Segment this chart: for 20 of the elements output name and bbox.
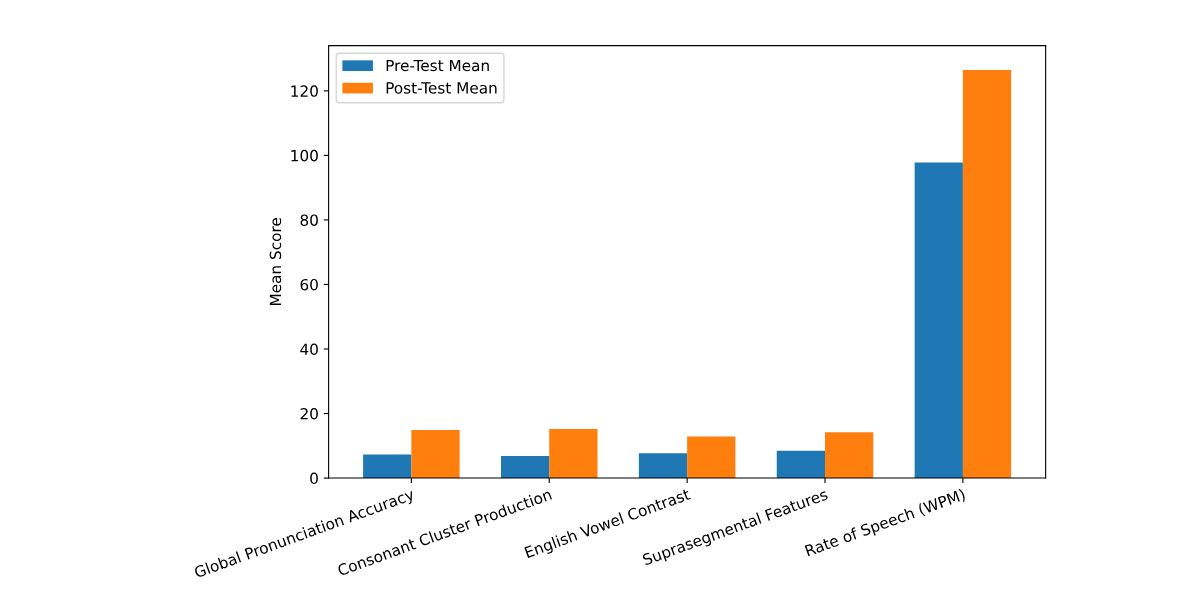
y-tick-label: 100 [291, 149, 318, 162]
bar [825, 432, 874, 479]
bar [914, 162, 963, 479]
bar [638, 453, 688, 479]
y-tick-label: 60 [300, 278, 318, 291]
legend-label: Pre-Test Mean [386, 59, 489, 72]
y-tick-label: 40 [300, 343, 318, 356]
bar [500, 456, 550, 479]
bar [411, 429, 460, 479]
y-tick-label: 0 [310, 472, 318, 485]
bar [363, 454, 412, 479]
bar [776, 450, 826, 479]
y-axis-title: Mean Score [269, 218, 282, 305]
bar [687, 436, 736, 479]
bar [962, 69, 1012, 479]
y-tick-label: 20 [300, 407, 318, 420]
bar [549, 429, 598, 479]
legend-label: Post-Test Mean [386, 82, 497, 94]
y-tick-label: 120 [291, 85, 318, 97]
y-tick-label: 80 [300, 214, 318, 226]
